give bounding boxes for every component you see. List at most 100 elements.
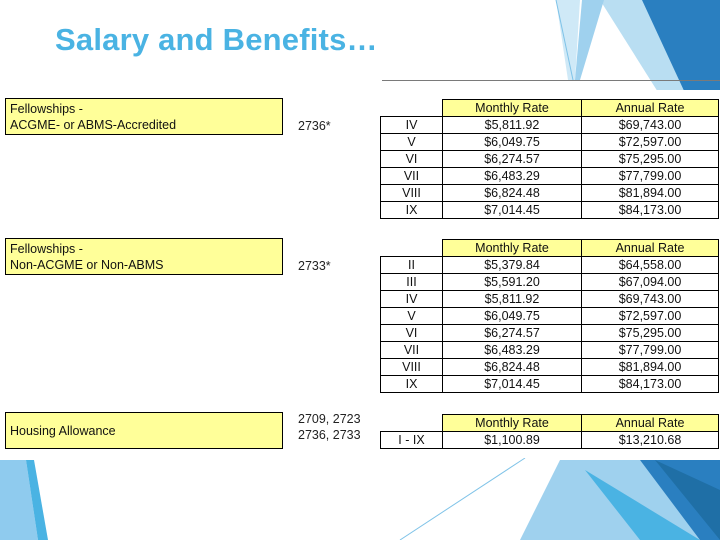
group-label-line: Fellowships - bbox=[10, 102, 83, 116]
decor-line bbox=[399, 457, 526, 540]
table-row: VII $6,483.29 $77,799.00 bbox=[380, 341, 719, 359]
annual-cell: $72,597.00 bbox=[581, 307, 719, 325]
step-cell: V bbox=[380, 307, 443, 325]
monthly-cell: $5,811.92 bbox=[442, 290, 582, 308]
step-cell: VII bbox=[380, 341, 443, 359]
step-cell: VII bbox=[380, 167, 443, 185]
table-header-row: Monthly Rate Annual Rate bbox=[380, 239, 719, 257]
monthly-cell: $6,049.75 bbox=[442, 307, 582, 325]
step-cell: IV bbox=[380, 116, 443, 134]
group-label-non-acgme: Fellowships - Non-ACGME or Non-ABMS bbox=[5, 238, 283, 275]
monthly-cell: $6,483.29 bbox=[442, 167, 582, 185]
monthly-cell: $5,379.84 bbox=[442, 256, 582, 274]
rate-table-housing: Monthly Rate Annual Rate I - IX $1,100.89… bbox=[380, 414, 719, 449]
header-annual-rate: Annual Rate bbox=[581, 239, 719, 257]
annual-cell: $75,295.00 bbox=[581, 324, 719, 342]
step-cell: III bbox=[380, 273, 443, 291]
table-header-row: Monthly Rate Annual Rate bbox=[380, 414, 719, 432]
decor-facet bbox=[640, 460, 720, 540]
annual-cell: $72,597.00 bbox=[581, 133, 719, 151]
step-cell: II bbox=[380, 256, 443, 274]
group-label-line: Non-ACGME or Non-ABMS bbox=[10, 258, 164, 272]
header-monthly-rate: Monthly Rate bbox=[442, 99, 582, 117]
decor-facet bbox=[585, 470, 700, 540]
table-row: III $5,591.20 $67,094.00 bbox=[380, 273, 719, 291]
monthly-cell: $5,591.20 bbox=[442, 273, 582, 291]
step-cell: VIII bbox=[380, 184, 443, 202]
step-cell: VI bbox=[380, 324, 443, 342]
header-cell bbox=[380, 239, 443, 257]
table-row: VIII $6,824.48 $81,894.00 bbox=[380, 358, 719, 376]
header-monthly-rate: Monthly Rate bbox=[442, 414, 582, 432]
annual-cell: $69,743.00 bbox=[581, 116, 719, 134]
step-cell: IV bbox=[380, 290, 443, 308]
table-row: VI $6,274.57 $75,295.00 bbox=[380, 150, 719, 168]
step-cell: VI bbox=[380, 150, 443, 168]
annual-cell: $81,894.00 bbox=[581, 184, 719, 202]
job-code-line: 2709, 2723 bbox=[298, 412, 361, 426]
job-code-line: 2736* bbox=[298, 119, 331, 133]
monthly-cell: $6,824.48 bbox=[442, 358, 582, 376]
group-label-acgme: Fellowships - ACGME- or ABMS-Accredited bbox=[5, 98, 283, 135]
job-code: 2709, 2723 2736, 2733 bbox=[298, 411, 374, 443]
decor-line bbox=[555, 0, 574, 81]
header-annual-rate: Annual Rate bbox=[581, 99, 719, 117]
group-label-housing: Housing Allowance bbox=[5, 412, 283, 449]
table-row: V $6,049.75 $72,597.00 bbox=[380, 133, 719, 151]
monthly-cell: $1,100.89 bbox=[442, 431, 582, 449]
decor-facet bbox=[520, 460, 720, 540]
table-row: I - IX $1,100.89 $13,210.68 bbox=[380, 431, 719, 449]
salary-sheet: Fellowships - ACGME- or ABMS-Accredited … bbox=[0, 90, 720, 458]
decor-facet bbox=[575, 0, 604, 80]
job-code: 2733* bbox=[298, 258, 374, 274]
table-row: VI $6,274.57 $75,295.00 bbox=[380, 324, 719, 342]
table-row: V $6,049.75 $72,597.00 bbox=[380, 307, 719, 325]
table-row: IX $7,014.45 $84,173.00 bbox=[380, 375, 719, 393]
decor-facet bbox=[556, 0, 580, 80]
annual-cell: $77,799.00 bbox=[581, 341, 719, 359]
decor-facet bbox=[0, 460, 38, 540]
title-underline bbox=[382, 80, 720, 81]
step-cell: V bbox=[380, 133, 443, 151]
annual-cell: $77,799.00 bbox=[581, 167, 719, 185]
job-code: 2736* bbox=[298, 118, 374, 134]
annual-cell: $84,173.00 bbox=[581, 375, 719, 393]
annual-cell: $13,210.68 bbox=[581, 431, 719, 449]
header-cell bbox=[380, 414, 443, 432]
header-cell bbox=[380, 99, 443, 117]
monthly-cell: $6,483.29 bbox=[442, 341, 582, 359]
table-row: VIII $6,824.48 $81,894.00 bbox=[380, 184, 719, 202]
header-monthly-rate: Monthly Rate bbox=[442, 239, 582, 257]
monthly-cell: $6,824.48 bbox=[442, 184, 582, 202]
annual-cell: $81,894.00 bbox=[581, 358, 719, 376]
rate-table-acgme: Monthly Rate Annual Rate IV $5,811.92 $69,… bbox=[380, 99, 719, 219]
monthly-cell: $7,014.45 bbox=[442, 201, 582, 219]
table-header-row: Monthly Rate Annual Rate bbox=[380, 99, 719, 117]
annual-cell: $84,173.00 bbox=[581, 201, 719, 219]
step-cell: IX bbox=[380, 375, 443, 393]
step-cell: I - IX bbox=[380, 431, 443, 449]
monthly-cell: $6,274.57 bbox=[442, 150, 582, 168]
annual-cell: $67,094.00 bbox=[581, 273, 719, 291]
table-row: VII $6,483.29 $77,799.00 bbox=[380, 167, 719, 185]
annual-cell: $69,743.00 bbox=[581, 290, 719, 308]
table-row: II $5,379.84 $64,558.00 bbox=[380, 256, 719, 274]
table-row: IV $5,811.92 $69,743.00 bbox=[380, 116, 719, 134]
group-label-line: Housing Allowance bbox=[10, 424, 116, 438]
header-annual-rate: Annual Rate bbox=[581, 414, 719, 432]
monthly-cell: $7,014.45 bbox=[442, 375, 582, 393]
table-row: IX $7,014.45 $84,173.00 bbox=[380, 201, 719, 219]
job-code-line: 2736, 2733 bbox=[298, 428, 361, 442]
group-label-line: ACGME- or ABMS-Accredited bbox=[10, 118, 177, 132]
annual-cell: $64,558.00 bbox=[581, 256, 719, 274]
group-label-line: Fellowships - bbox=[10, 242, 83, 256]
decor-facet bbox=[655, 460, 720, 540]
job-code-line: 2733* bbox=[298, 259, 331, 273]
rate-table-non-acgme: Monthly Rate Annual Rate II $5,379.84 $64,… bbox=[380, 239, 719, 393]
decor-facet bbox=[26, 460, 48, 540]
table-row: IV $5,811.92 $69,743.00 bbox=[380, 290, 719, 308]
monthly-cell: $6,274.57 bbox=[442, 324, 582, 342]
annual-cell: $75,295.00 bbox=[581, 150, 719, 168]
monthly-cell: $6,049.75 bbox=[442, 133, 582, 151]
step-cell: IX bbox=[380, 201, 443, 219]
